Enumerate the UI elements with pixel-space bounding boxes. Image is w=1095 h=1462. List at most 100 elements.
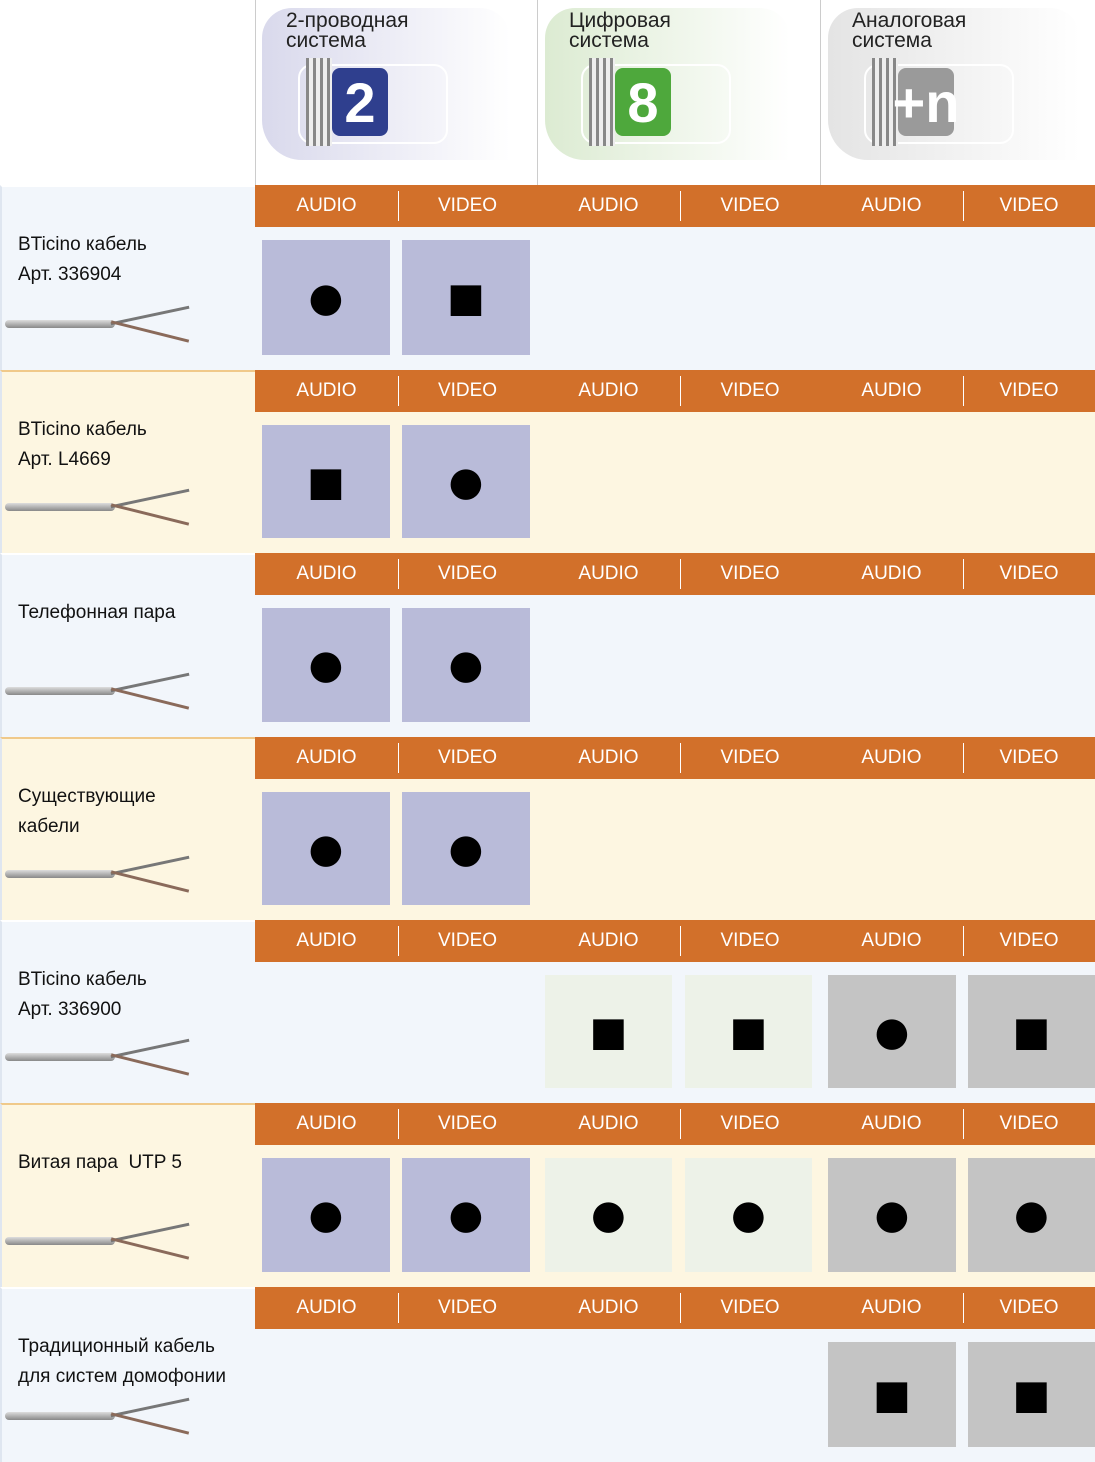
column-header: VIDEO	[999, 563, 1059, 584]
column-header: AUDIO	[861, 747, 922, 768]
cable	[5, 1053, 115, 1061]
column-header: VIDEO	[999, 747, 1059, 768]
divider	[820, 0, 821, 185]
cable	[5, 1412, 115, 1420]
column-header: VIDEO	[999, 380, 1059, 401]
system-title: Аналоговая	[852, 9, 967, 32]
column-header: AUDIO	[861, 563, 922, 584]
column-sep	[963, 743, 964, 773]
column-header: VIDEO	[437, 930, 498, 951]
column-header: AUDIO	[296, 1297, 357, 1318]
cell: ■	[968, 1342, 1095, 1447]
row-label: Телефонная пара	[18, 602, 176, 623]
column-header: VIDEO	[437, 563, 498, 584]
column-header: VIDEO	[720, 380, 780, 401]
column-header: AUDIO	[861, 930, 922, 951]
column-header: VIDEO	[999, 1113, 1059, 1134]
column-sep	[680, 376, 681, 406]
cell: ■	[262, 425, 390, 538]
column-header: VIDEO	[437, 747, 498, 768]
column-sep	[963, 191, 964, 221]
row-label: Витая пара UTP 5	[18, 1152, 182, 1173]
column-header: VIDEO	[720, 1297, 780, 1318]
cell: ●	[828, 975, 956, 1088]
column-sep	[963, 1293, 964, 1323]
cable-lines	[306, 58, 332, 146]
cell: ●	[262, 240, 390, 355]
system-badge: 8	[615, 68, 671, 136]
divider	[255, 0, 256, 185]
system-title: 2-проводная	[286, 9, 409, 32]
cable	[5, 503, 115, 511]
cell: ●	[545, 1158, 672, 1272]
column-header: VIDEO	[720, 563, 780, 584]
column-sep	[680, 191, 681, 221]
cell: ■	[545, 975, 672, 1088]
system-title: система	[569, 29, 649, 52]
column-header: AUDIO	[578, 380, 639, 401]
row-label: кабели	[18, 816, 80, 837]
column-header: AUDIO	[578, 1113, 639, 1134]
cable-lines	[872, 58, 898, 146]
cable	[5, 320, 115, 328]
column-sep	[398, 191, 399, 221]
cell: ●	[402, 608, 530, 722]
column-header: AUDIO	[296, 563, 357, 584]
column-header: VIDEO	[999, 930, 1059, 951]
column-header-bar	[255, 1287, 1095, 1329]
system-badge: +n	[893, 68, 959, 136]
column-header: VIDEO	[437, 1297, 498, 1318]
column-sep	[398, 743, 399, 773]
cell: ●	[968, 1158, 1095, 1272]
column-header: AUDIO	[578, 930, 639, 951]
column-header: VIDEO	[720, 195, 780, 216]
cell: ■	[828, 1342, 956, 1447]
column-sep	[398, 926, 399, 956]
cable-lines	[589, 58, 615, 146]
column-header: VIDEO	[437, 380, 498, 401]
column-sep	[680, 559, 681, 589]
column-header: AUDIO	[861, 1297, 922, 1318]
cell: ■	[685, 975, 812, 1088]
column-header: AUDIO	[861, 380, 922, 401]
system-title: система	[852, 29, 932, 52]
column-sep	[680, 1293, 681, 1323]
column-header: VIDEO	[999, 1297, 1059, 1318]
column-header: AUDIO	[578, 195, 639, 216]
cell: ●	[262, 1158, 390, 1272]
column-sep	[963, 376, 964, 406]
column-header: AUDIO	[296, 195, 357, 216]
cable	[5, 1237, 115, 1245]
column-header-bar	[255, 370, 1095, 412]
column-sep	[680, 743, 681, 773]
cable	[5, 687, 115, 695]
cell: ●	[402, 425, 530, 538]
row-label: Традиционный кабель	[18, 1336, 215, 1357]
row-label: Существующие	[18, 786, 156, 807]
column-header-bar	[255, 737, 1095, 779]
column-header: VIDEO	[999, 195, 1059, 216]
row-label: для систем домофонии	[18, 1366, 226, 1387]
row-label: BTicino кабель	[18, 234, 147, 255]
column-sep	[680, 1109, 681, 1139]
cell: ●	[685, 1158, 812, 1272]
column-sep	[680, 926, 681, 956]
column-sep	[963, 559, 964, 589]
column-header: AUDIO	[578, 1297, 639, 1318]
row-label: BTicino кабель	[18, 969, 147, 990]
column-header-bar	[255, 553, 1095, 595]
column-header: AUDIO	[296, 380, 357, 401]
cell: ●	[402, 1158, 530, 1272]
column-header: AUDIO	[861, 195, 922, 216]
column-header-bar	[255, 920, 1095, 962]
column-header: VIDEO	[720, 1113, 780, 1134]
column-header: VIDEO	[437, 1113, 498, 1134]
system-title: Цифровая	[569, 9, 671, 32]
cell: ●	[262, 792, 390, 905]
system-title: система	[286, 29, 366, 52]
cell: ●	[402, 792, 530, 905]
cell: ●	[828, 1158, 956, 1272]
system-frame	[864, 64, 1014, 144]
cable	[5, 870, 115, 878]
